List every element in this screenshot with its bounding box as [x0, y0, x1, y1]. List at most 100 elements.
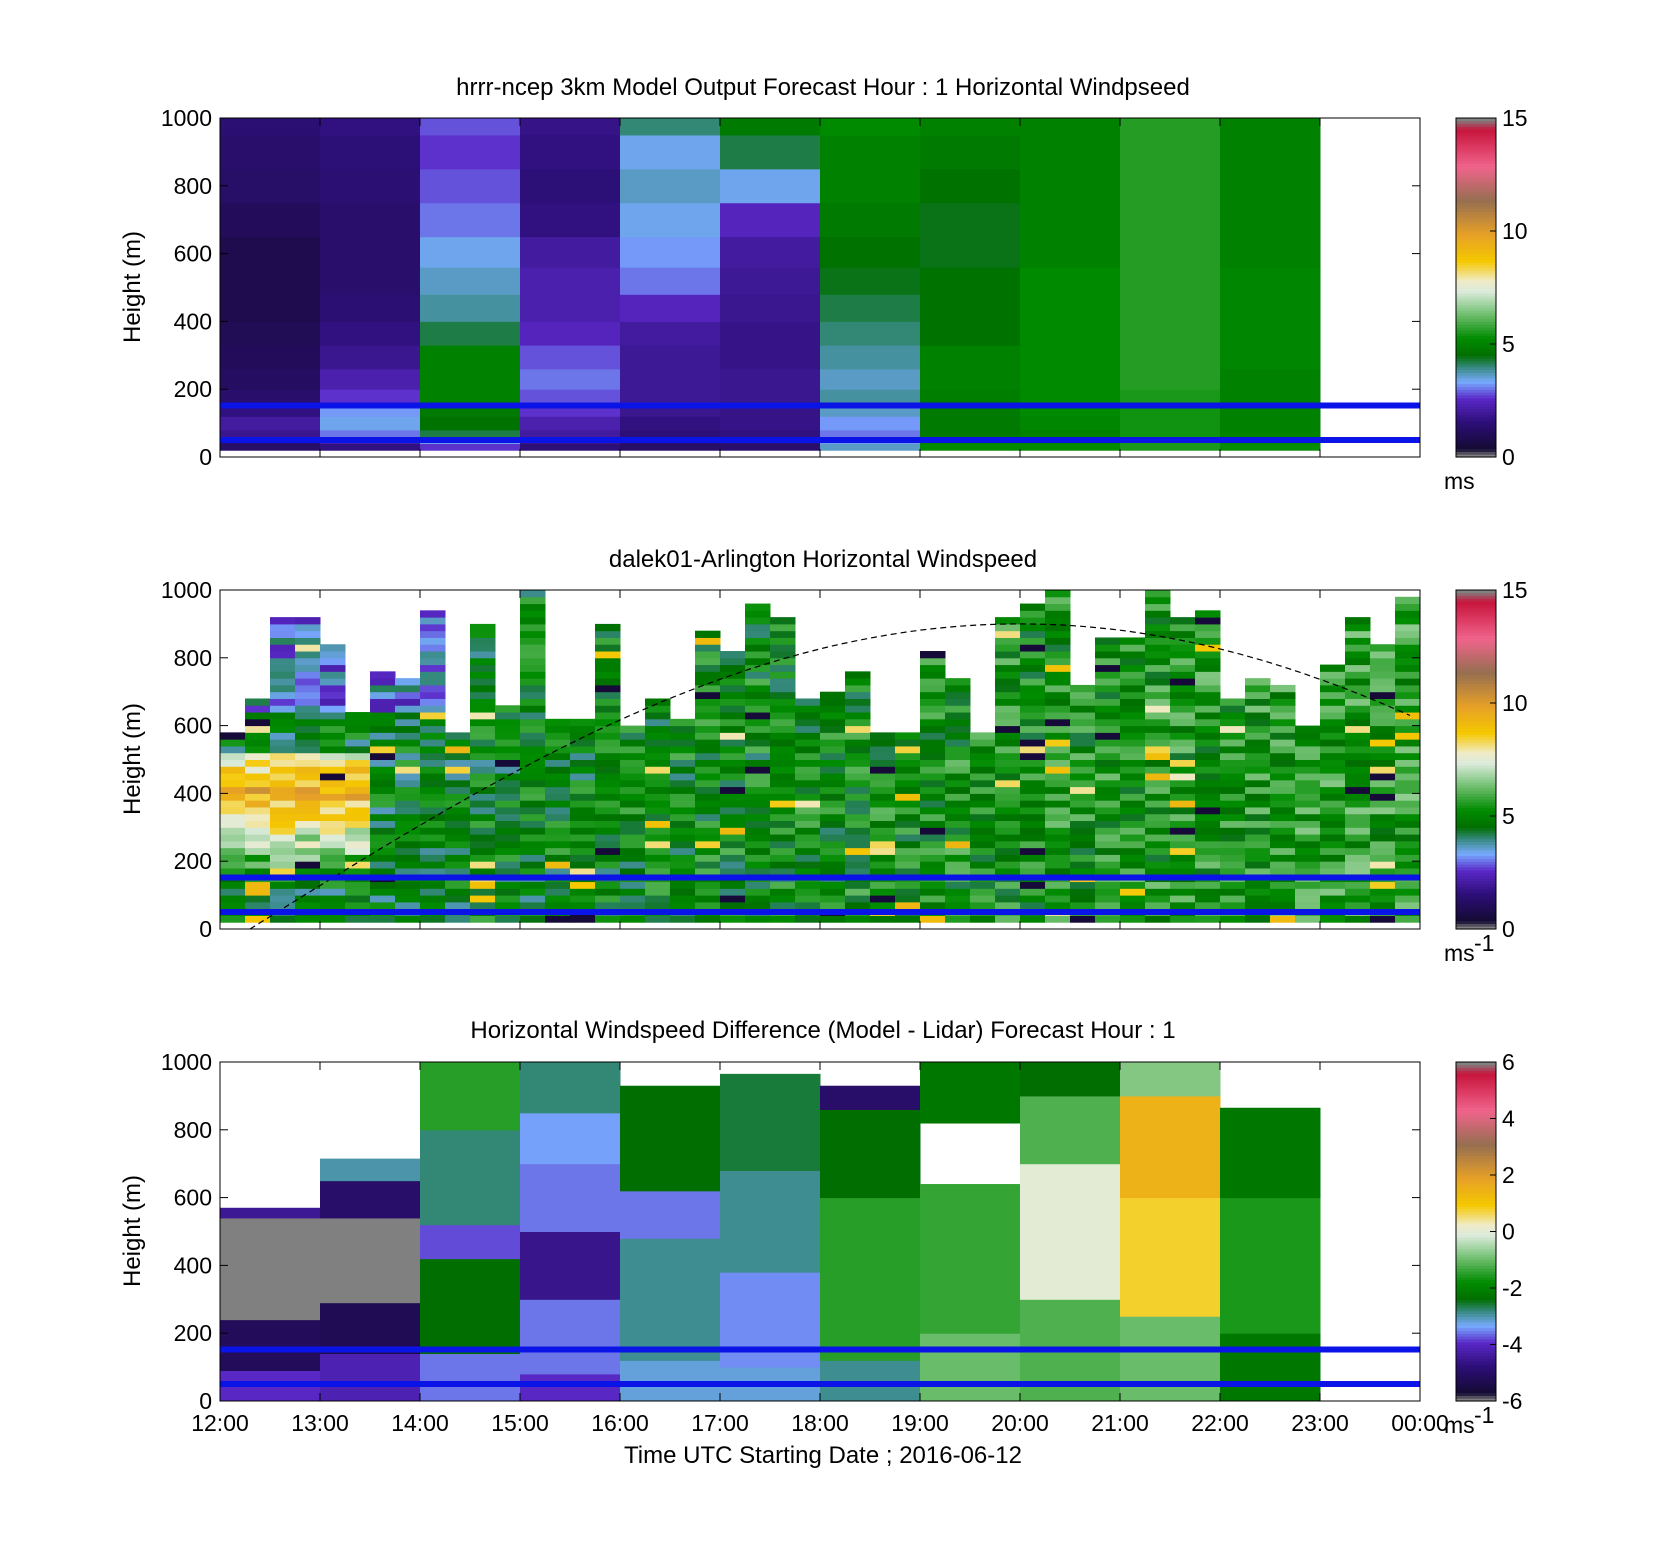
heatmap-cell	[320, 793, 346, 801]
heatmap-cell	[870, 834, 896, 842]
heatmap-cell	[770, 678, 796, 686]
heatmap-cell	[945, 773, 971, 781]
heatmap-cell	[1320, 745, 1346, 754]
heatmap-cell	[345, 766, 371, 774]
heatmap-cell	[1370, 813, 1396, 822]
heatmap-cell	[670, 840, 696, 849]
heatmap-cell	[470, 793, 496, 801]
colorbar-segment	[1456, 717, 1496, 721]
heatmap-cell	[245, 840, 271, 849]
colorbar-segment	[1456, 440, 1496, 444]
heatmap-cell	[420, 759, 446, 767]
heatmap-cell	[920, 118, 1021, 136]
heatmap-cell	[1120, 867, 1146, 876]
colorbar-segment	[1456, 1183, 1496, 1187]
heatmap-cell	[695, 806, 721, 815]
colorbar-segment	[1456, 1175, 1496, 1179]
heatmap-cell	[620, 766, 646, 774]
heatmap-cell	[1120, 773, 1146, 781]
heatmap-cell	[1170, 834, 1196, 842]
heatmap-cell	[370, 705, 396, 713]
heatmap-cell	[745, 651, 771, 659]
heatmap-cell	[520, 766, 546, 774]
colorbar-tick-label: 5	[1502, 331, 1515, 357]
heatmap-cell	[420, 820, 446, 828]
heatmap-cell	[1320, 806, 1346, 815]
heatmap-cell	[620, 739, 646, 747]
heatmap-cell	[720, 1170, 821, 1273]
heatmap-cell	[1220, 202, 1321, 238]
colorbar-segment	[1456, 338, 1496, 342]
heatmap-cell	[1345, 800, 1371, 808]
colorbar-segment	[1456, 160, 1496, 164]
heatmap-cell	[320, 684, 346, 693]
colorbar-tick-label: 6	[1502, 1049, 1515, 1075]
heatmap-cell	[1395, 820, 1421, 828]
heatmap-cell	[895, 806, 921, 815]
colorbar-segment	[1456, 728, 1496, 732]
heatmap-cell	[545, 813, 571, 822]
heatmap-cell	[1270, 901, 1296, 910]
heatmap-cell	[820, 779, 846, 788]
heatmap-cell	[520, 1112, 621, 1165]
heatmap-cell	[745, 901, 771, 910]
heatmap-cell	[1045, 901, 1071, 910]
heatmap-cell	[1070, 779, 1096, 788]
heatmap-cell	[645, 847, 671, 855]
colorbar-segment	[1456, 1307, 1496, 1312]
heatmap-cell	[720, 664, 746, 672]
heatmap-cell	[845, 847, 871, 855]
colorbar-segment	[1456, 1126, 1496, 1131]
heatmap-cell	[1095, 766, 1121, 774]
heatmap-cell	[220, 786, 246, 794]
heatmap-cell	[295, 732, 321, 740]
colorbar-segment	[1456, 411, 1496, 416]
heatmap-cell	[1170, 644, 1196, 652]
heatmap-cell	[1245, 698, 1271, 706]
heatmap-cell	[1145, 840, 1171, 849]
heatmap-cell	[395, 745, 421, 754]
heatmap-cell	[1245, 834, 1271, 842]
colorbar-segment	[1456, 1268, 1496, 1272]
colorbar-segment	[1456, 420, 1496, 424]
heatmap-cell	[270, 664, 296, 672]
heatmap-cell	[320, 202, 421, 238]
heatmap-cell	[820, 202, 921, 238]
heatmap-cell	[695, 732, 721, 740]
heatmap-cell	[1345, 617, 1371, 625]
heatmap-cell	[920, 429, 1021, 438]
heatmap-cell	[995, 895, 1021, 903]
heatmap-cell	[645, 840, 671, 849]
colorbar-segment	[1456, 259, 1496, 263]
heatmap-cell	[1020, 1163, 1121, 1300]
heatmap-cell	[720, 684, 746, 693]
heatmap-cell	[1395, 773, 1421, 781]
heatmap-cell	[620, 820, 646, 828]
heatmap-cell	[1395, 766, 1421, 774]
heatmap-cell	[395, 712, 421, 720]
colorbar-segment	[1456, 686, 1496, 690]
colorbar-unit-exponent: -1	[1474, 930, 1494, 956]
heatmap-cell	[820, 766, 846, 774]
colorbar-segment	[1456, 869, 1496, 874]
heatmap-cell	[1145, 888, 1171, 896]
heatmap-cell	[745, 813, 771, 822]
heatmap-cell	[695, 766, 721, 774]
heatmap-cell	[345, 732, 371, 740]
heatmap-cell	[1220, 294, 1321, 322]
heatmap-cell	[595, 915, 621, 923]
heatmap-cell	[520, 820, 546, 828]
heatmap-cell	[545, 793, 571, 801]
heatmap-cell	[320, 321, 421, 346]
heatmap-cell	[1095, 718, 1121, 727]
colorbar-segment	[1456, 1304, 1496, 1309]
heatmap-cell	[895, 745, 921, 754]
heatmap-cell	[845, 895, 871, 903]
heatmap-cell	[420, 429, 521, 438]
heatmap-cell	[445, 745, 471, 754]
heatmap-cell	[320, 236, 421, 268]
heatmap-cell	[1295, 915, 1321, 923]
heatmap-cell	[1245, 725, 1271, 733]
heatmap-cell	[1020, 779, 1046, 788]
heatmap-cell	[1395, 644, 1421, 652]
